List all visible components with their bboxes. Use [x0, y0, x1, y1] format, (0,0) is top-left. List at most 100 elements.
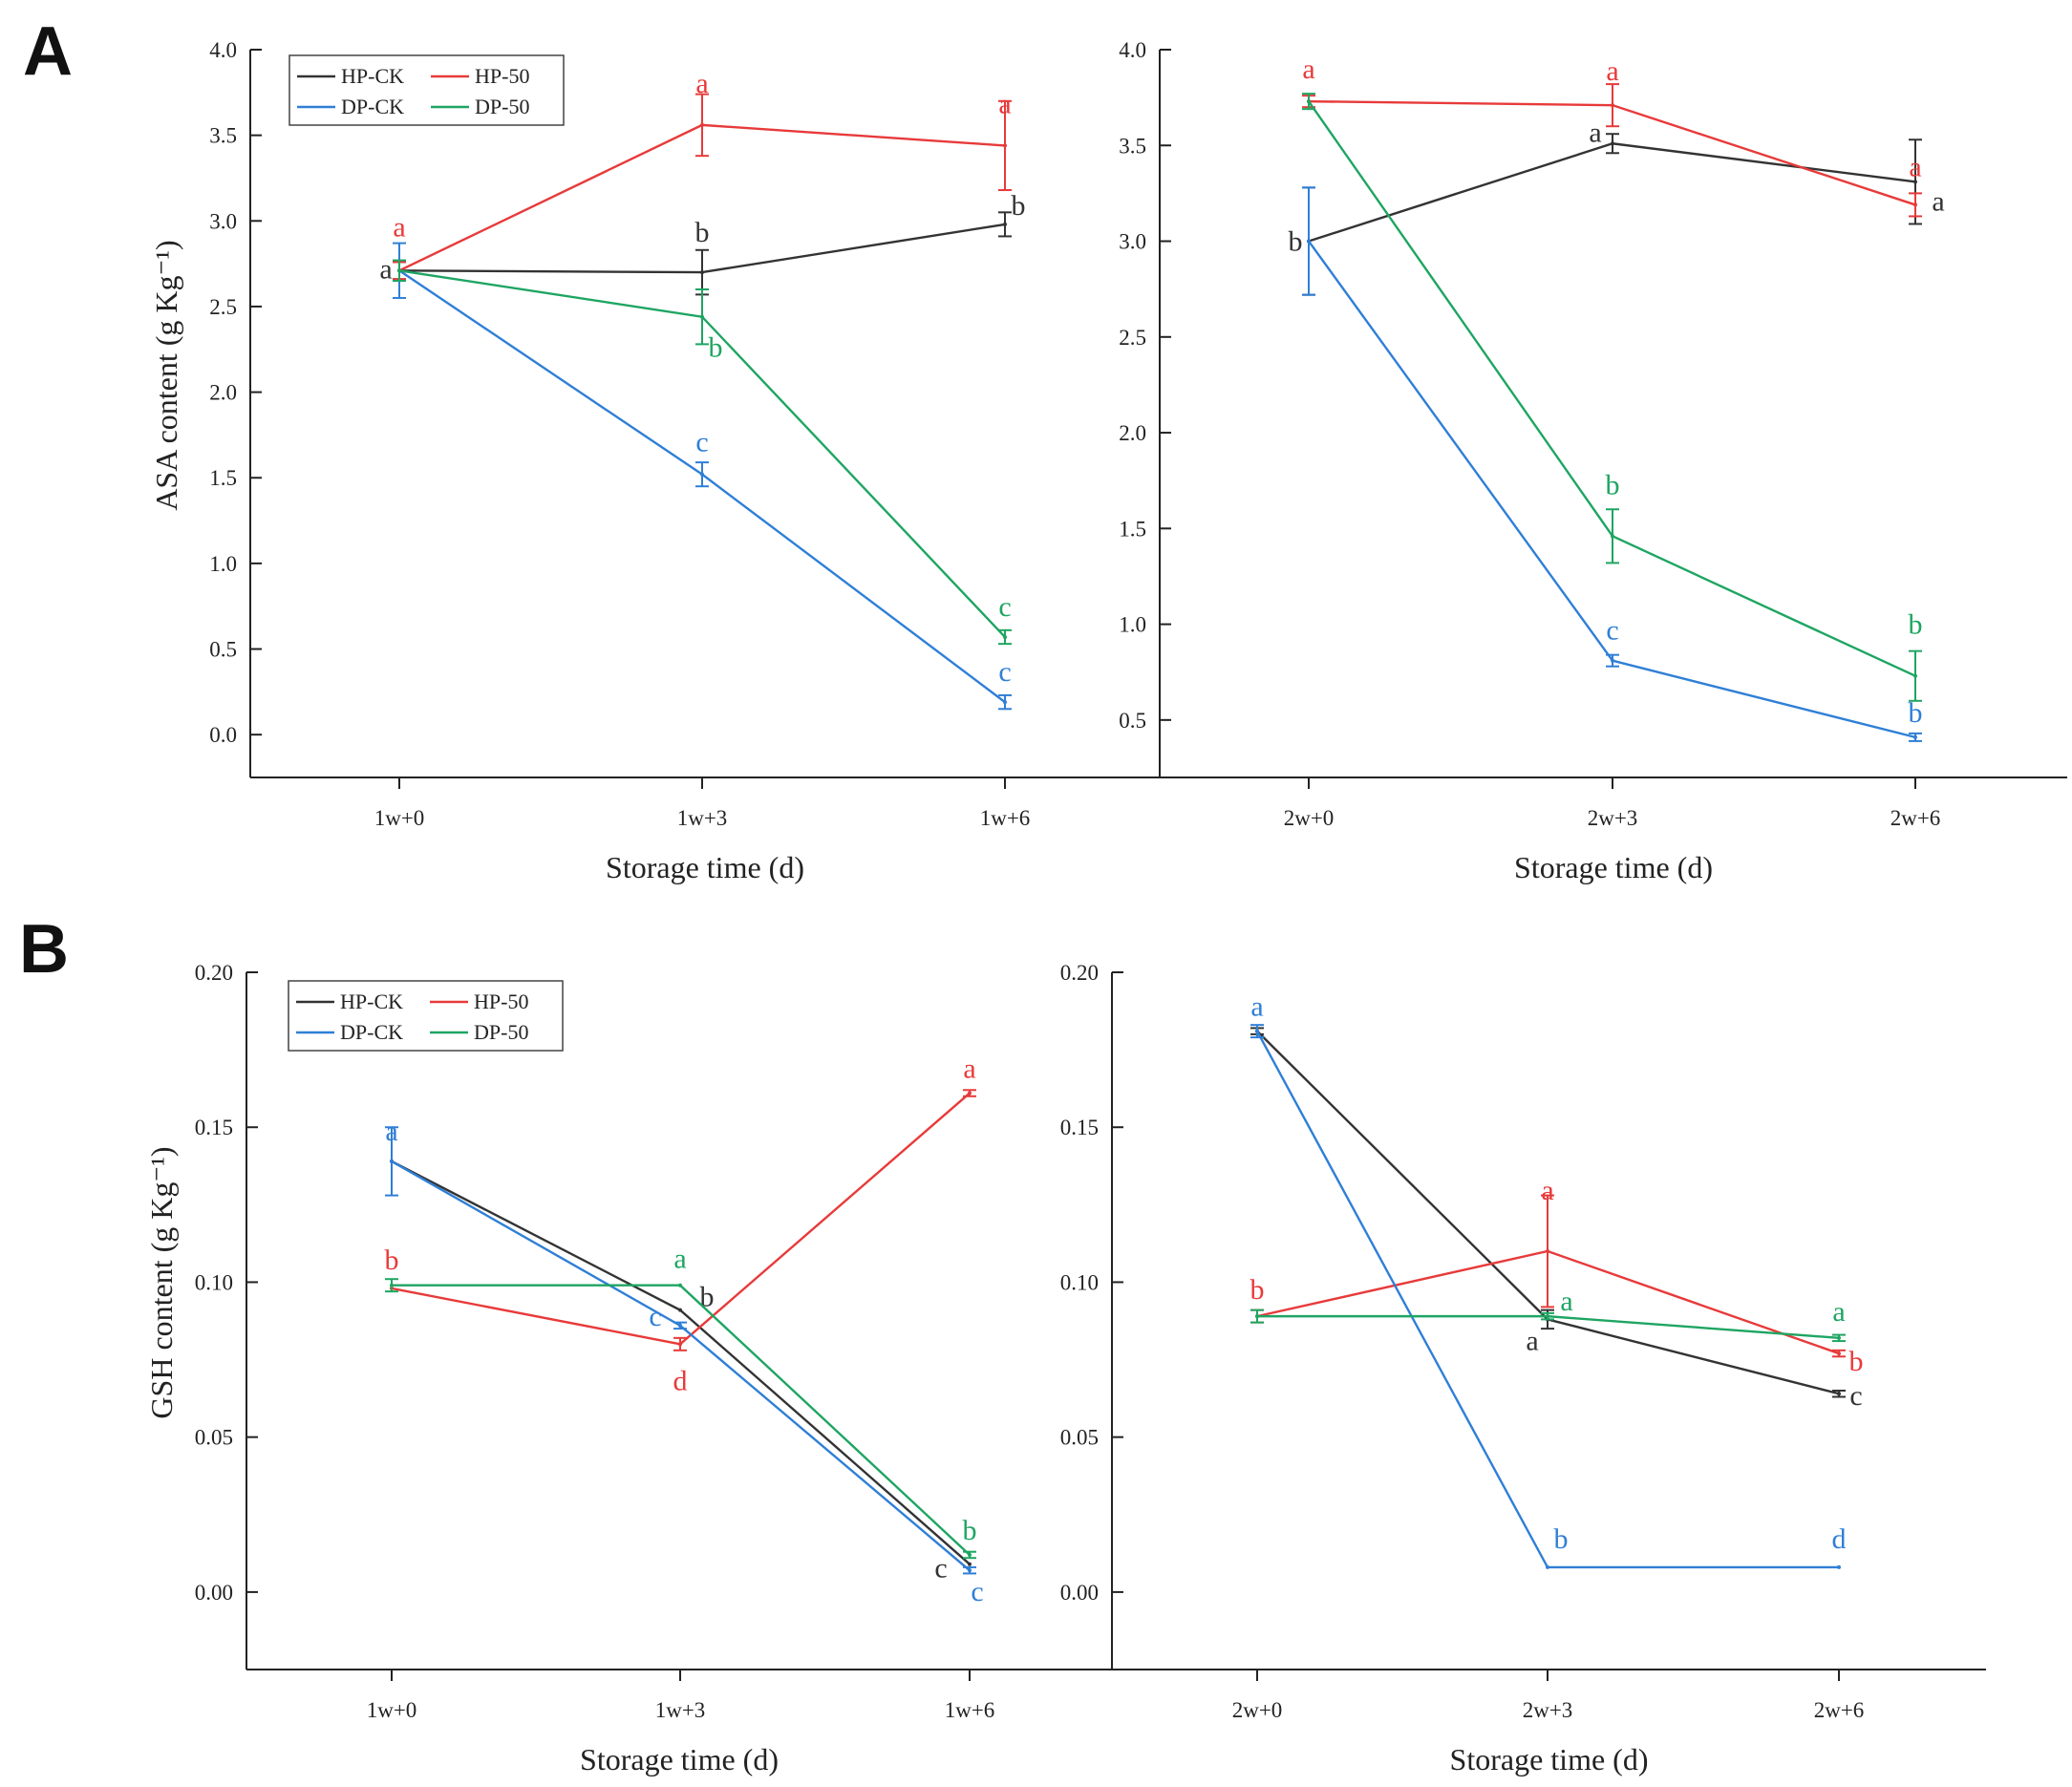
significance-label: a [379, 253, 392, 285]
significance-label: b [1849, 1346, 1864, 1377]
y-tick-label: 0.20 [1060, 961, 1099, 985]
y-tick-label: 1.0 [1119, 613, 1146, 637]
y-tick-label: 3.0 [1119, 230, 1146, 254]
y-tick-label: 0.15 [1060, 1116, 1099, 1139]
significance-label: a [695, 68, 708, 99]
y-tick-label: 1.5 [1119, 517, 1146, 541]
chart-1: 0.0 0.5 1.0 1.5 2.0 2.5 3.0 3.5 4.0 1w+0 1w+3 1w+6 S… [149, 38, 1160, 884]
legend-entry: HP-50 [475, 64, 529, 88]
data-point [1546, 1564, 1549, 1569]
significance-label: c [1849, 1380, 1862, 1412]
significance-label: c [695, 427, 708, 458]
data-point [1546, 1249, 1549, 1253]
y-tick-label: 2.0 [209, 381, 237, 405]
legend-entry: DP-CK [340, 1020, 403, 1044]
x-axis-title: Storage time (d) [1450, 1742, 1649, 1776]
legend-entry: DP-CK [341, 95, 404, 118]
data-point [678, 1283, 682, 1287]
data-point [397, 268, 401, 273]
chart-3: 0.00 0.05 0.10 0.15 0.20 1w+0 1w+3 1w+6 Storage … [144, 961, 1112, 1776]
series-line-hp-50 [391, 1092, 971, 1346]
data-point [1837, 1564, 1841, 1569]
y-tick-label: 1.0 [209, 552, 237, 576]
data-point [1913, 202, 1917, 207]
data-point [1611, 103, 1614, 108]
significance-label: d [673, 1365, 688, 1396]
chart-4: 0.00 0.05 0.10 0.15 0.20 2w+0 2w+3 2w+6 Storage … [1060, 961, 1986, 1776]
significance-label: b [1909, 609, 1923, 641]
y-tick-label: 0.10 [1060, 1270, 1099, 1294]
y-axis-title: GSH content (g Kg⁻¹) [144, 1146, 179, 1418]
x-tick-label: 1w+0 [367, 1698, 417, 1722]
data-point [700, 472, 704, 477]
data-point [390, 1159, 394, 1163]
data-point [1837, 1392, 1841, 1396]
significance-label: a [998, 88, 1011, 119]
significance-label: b [709, 332, 723, 364]
legend-entry: DP-50 [474, 1020, 528, 1044]
significance-label: a [385, 1116, 397, 1147]
data-point [1307, 99, 1311, 104]
data-point [700, 314, 704, 319]
data-point [700, 270, 704, 275]
data-point [1003, 700, 1007, 705]
data-point [678, 1308, 682, 1312]
charts-container: 0.0 0.5 1.0 1.5 2.0 2.5 3.0 3.5 4.0 1w+0 1w+3 1w+6 S… [144, 38, 2067, 1776]
y-tick-label: 0.5 [209, 638, 237, 662]
significance-label: a [1526, 1325, 1538, 1356]
data-point [1003, 634, 1007, 639]
significance-label: d [1832, 1523, 1847, 1555]
significance-label: b [1250, 1274, 1265, 1306]
y-tick-label: 4.0 [209, 38, 237, 62]
x-tick-label: 2w+3 [1588, 806, 1638, 830]
legend-entry: HP-50 [474, 989, 528, 1013]
significance-label: a [673, 1244, 686, 1275]
data-point [678, 1323, 682, 1328]
y-tick-label: 0.15 [195, 1116, 233, 1139]
y-tick-label: 0.5 [1119, 709, 1146, 733]
x-tick-label: 1w+3 [655, 1698, 706, 1722]
data-point [390, 1283, 394, 1287]
significance-label: b [1909, 697, 1923, 729]
data-point [1255, 1314, 1259, 1319]
legend-box [288, 980, 564, 1052]
data-point [968, 1552, 972, 1557]
data-point [1611, 658, 1614, 663]
significance-label: a [1909, 151, 1921, 182]
panel-label-b: B [19, 911, 69, 988]
panel-label-a: A [23, 13, 73, 90]
x-tick-label: 1w+3 [677, 806, 728, 830]
data-point [1255, 1029, 1259, 1033]
significance-label: a [1932, 185, 1944, 217]
data-point [968, 1562, 972, 1566]
significance-label: b [1289, 226, 1303, 258]
y-tick-label: 2.5 [209, 295, 237, 319]
y-tick-label: 0.05 [1060, 1426, 1099, 1450]
significance-label: a [393, 211, 405, 243]
series-line-hp-ck [1308, 142, 1916, 243]
significance-label: c [934, 1553, 947, 1585]
legend: HP-CK HP-50 DP-CK DP-50 [288, 54, 565, 126]
y-tick-label: 4.0 [1119, 38, 1146, 62]
data-point [968, 1091, 972, 1096]
y-tick-label: 0.0 [209, 723, 237, 747]
series-line-hp-ck [391, 1159, 971, 1565]
legend-box [288, 54, 565, 126]
significance-label: a [1560, 1286, 1572, 1317]
y-axis-title: ASA content (g Kg⁻¹) [149, 240, 183, 510]
legend-entry: DP-50 [475, 95, 529, 118]
x-tick-label: 1w+6 [945, 1698, 995, 1722]
series-line-dp-50 [1308, 100, 1916, 677]
significance-label: c [1606, 615, 1618, 647]
data-point [968, 1568, 972, 1573]
data-point [1003, 143, 1007, 148]
significance-label: b [695, 217, 710, 248]
significance-label: a [1832, 1296, 1845, 1328]
significance-label: a [1250, 991, 1263, 1023]
x-axis-title: Storage time (d) [1514, 850, 1713, 884]
significance-label: b [1554, 1523, 1569, 1555]
y-tick-label: 3.0 [209, 209, 237, 233]
data-point [1611, 534, 1614, 539]
significance-label: c [649, 1301, 661, 1332]
